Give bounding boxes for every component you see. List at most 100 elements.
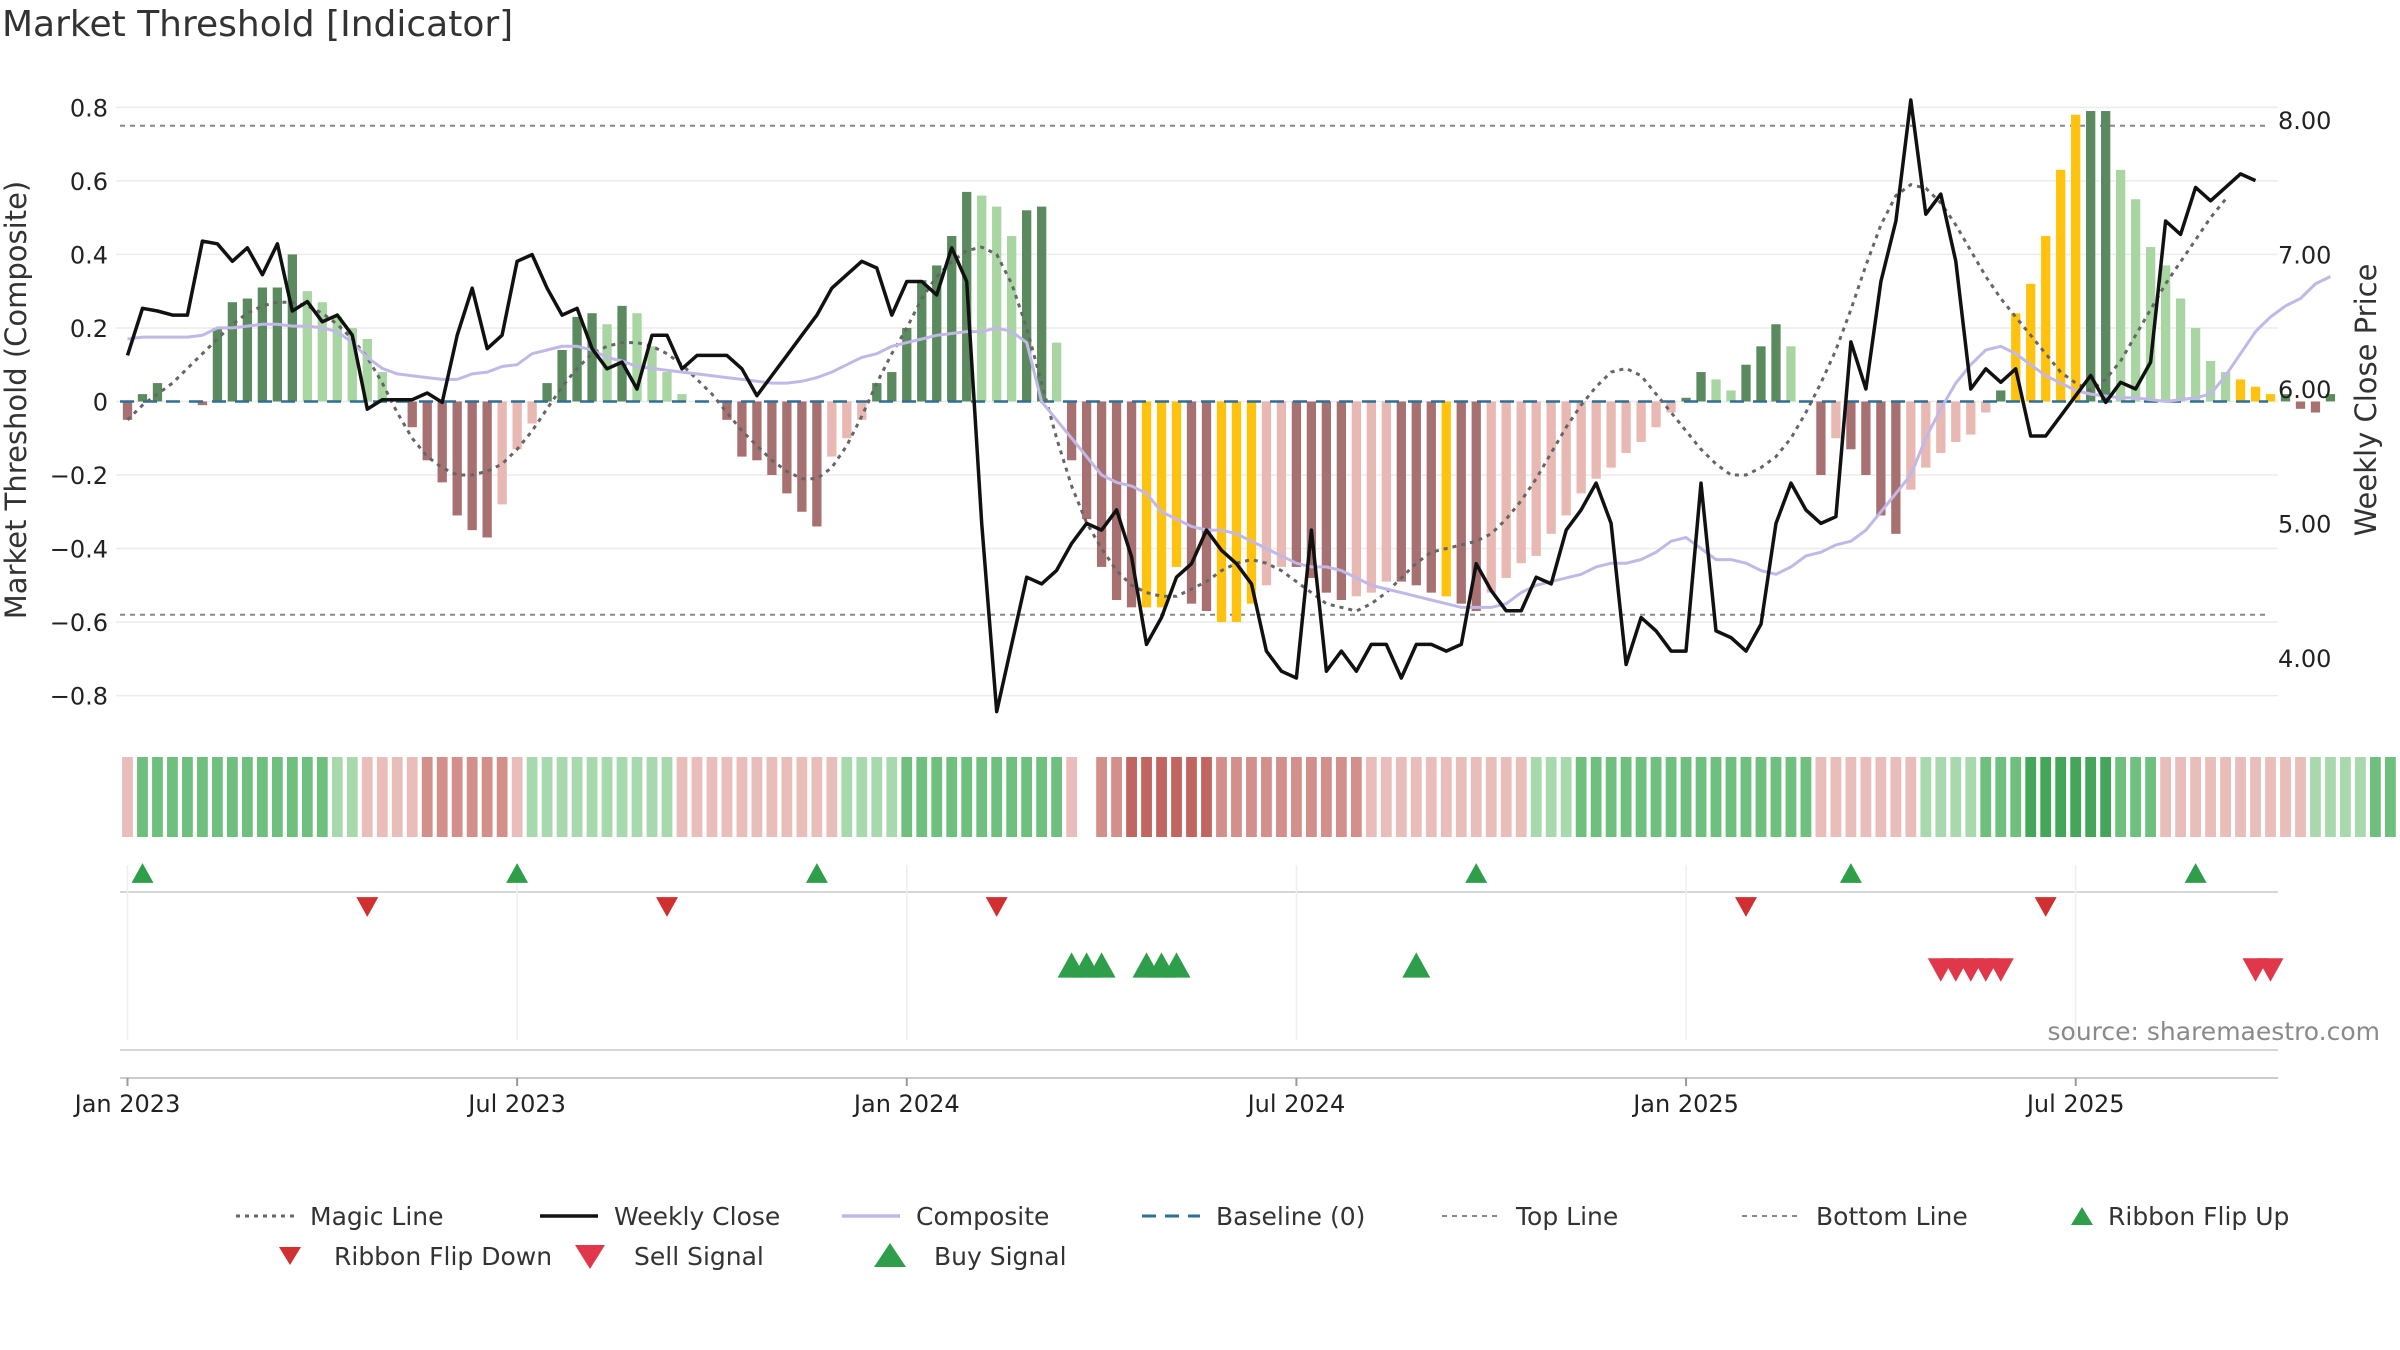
legend-label: Bottom Line: [1816, 1202, 1968, 1231]
ribbon-cell: [1575, 757, 1587, 837]
ribbon-cell: [1246, 757, 1257, 837]
composite-bar: [602, 324, 612, 402]
ribbon-cell: [1500, 757, 1512, 837]
buy-signal-marker: [1402, 952, 1431, 978]
ribbon-cell: [1920, 757, 1932, 837]
composite-bar: [1007, 236, 1017, 402]
composite-bar: [1022, 210, 1032, 402]
composite-bar: [542, 383, 552, 402]
ribbon-cell: [2355, 757, 2366, 837]
x-tick-label: Jan 2023: [73, 1090, 181, 1118]
ribbon-cell: [1830, 757, 1842, 837]
composite-bar: [1711, 379, 1721, 402]
ribbon-cell: [1410, 757, 1422, 837]
ribbon-cell: [751, 757, 763, 837]
ribbon-cell: [1216, 757, 1227, 837]
ribbon-cell: [1320, 757, 1332, 837]
ribbon-cell: [2070, 757, 2082, 837]
composite-bar: [257, 287, 268, 402]
composite-bar: [1546, 401, 1556, 534]
y-tick-label: 0: [93, 388, 108, 416]
ribbon-cell: [2325, 757, 2336, 837]
ribbon-cell: [766, 757, 778, 837]
ribbon-cell: [1740, 757, 1752, 837]
ribbon-flip-down-marker: [356, 897, 379, 917]
ribbon-cell: [361, 757, 373, 837]
gridlines: [116, 106, 2278, 697]
composite-bar: [482, 401, 492, 538]
buy-signal-marker: [1087, 952, 1116, 978]
ribbon-cell: [2160, 757, 2171, 837]
composite-bar: [467, 401, 477, 531]
ribbon-cell: [976, 757, 988, 837]
composite-bar: [362, 338, 372, 402]
ribbon-cell: [1695, 757, 1707, 837]
legend-label: Magic Line: [310, 1202, 444, 1231]
composite-bar: [2205, 361, 2216, 402]
composite-bar: [512, 401, 522, 450]
ribbon-cell: [1006, 757, 1018, 837]
ribbon-cell: [2025, 757, 2037, 837]
chart-title: Market Threshold [Indicator]: [2, 4, 514, 45]
ribbon-cell: [1890, 757, 1902, 837]
ribbon-flip-down-marker: [2034, 897, 2057, 917]
ribbon-cell: [1395, 757, 1407, 837]
composite-bar: [1786, 346, 1796, 402]
composite-bar: [722, 401, 732, 420]
composite-bar: [1426, 401, 1436, 593]
composite-bar: [1081, 401, 1092, 520]
ribbon-cell: [1860, 757, 1872, 837]
ribbon-cell: [1096, 757, 1107, 837]
ribbon-cell: [1605, 757, 1617, 837]
ribbon-cell: [631, 757, 643, 837]
ribbon-cell: [1650, 757, 1662, 837]
ribbon-cell: [1021, 757, 1033, 837]
ribbon-flip-down-marker: [1735, 897, 1757, 917]
ribbon-cell: [841, 757, 853, 837]
composite-bar: [1201, 401, 1212, 612]
ribbon-cell: [331, 757, 343, 837]
legend: Magic Line Weekly Close Composite Baseline …: [236, 1202, 2289, 1271]
legend-label: Sell Signal: [634, 1242, 764, 1271]
ribbon-cell: [2010, 757, 2022, 837]
composite-bar: [1846, 401, 1856, 450]
composite-bar: [1996, 390, 2006, 402]
ribbon-cell: [1335, 757, 1347, 837]
composite-bar: [1531, 401, 1541, 556]
ribbon-cell: [991, 757, 1003, 837]
composite-bar: [1591, 401, 1601, 479]
y2-tick-label: 7.00: [2278, 242, 2331, 270]
ribbon-cell: [1785, 757, 1797, 837]
ribbon-cell: [406, 757, 418, 837]
legend-label: Baseline (0): [1216, 1202, 1365, 1231]
composite-bar: [1381, 401, 1391, 582]
sell-signal-marker: [2257, 958, 2284, 982]
composite-bar: [752, 401, 762, 461]
ribbon-cell: [601, 757, 613, 837]
composite-bar: [1561, 401, 1571, 516]
composite-bar: [557, 350, 567, 402]
composite-bar: [2145, 247, 2156, 402]
sell-signal-marker: [1987, 958, 2014, 982]
composite-bar: [2056, 169, 2066, 402]
composite-bar: [1966, 401, 1976, 435]
composite-bar: [2101, 111, 2111, 402]
x-tick-label: Jan 2024: [852, 1090, 960, 1118]
ribbon-cell: [1201, 757, 1212, 837]
ribbon-cell: [1710, 757, 1722, 837]
ribbon-cell: [1725, 757, 1737, 837]
ribbon-cell: [1440, 757, 1452, 837]
ribbon-cell: [2190, 757, 2201, 837]
ribbon-cell: [856, 757, 868, 837]
source-credit: source: sharemaestro.com: [2048, 1017, 2381, 1046]
ribbon-cell: [2175, 757, 2186, 837]
composite-bar: [1126, 401, 1137, 608]
composite-bar: [1456, 401, 1466, 604]
legend-swatch-sell: [575, 1245, 605, 1269]
ribbon-cell: [556, 757, 568, 837]
composite-bar: [662, 372, 672, 402]
ribbon-cell: [1905, 757, 1917, 837]
ribbon-cell: [646, 757, 658, 837]
ribbon-cell: [1620, 757, 1632, 837]
ribbon-cell: [2340, 757, 2351, 837]
